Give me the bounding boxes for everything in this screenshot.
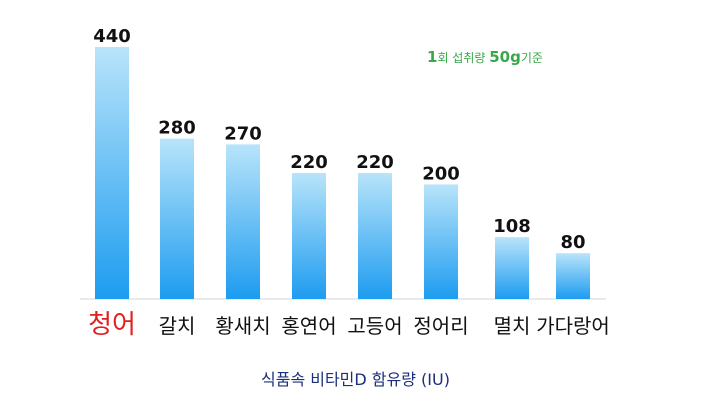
serving-note-amount: 50g	[489, 48, 521, 66]
category-label: 고등어	[347, 314, 402, 338]
bar	[95, 47, 129, 299]
data-label: 270	[224, 123, 262, 144]
data-label: 280	[158, 118, 196, 139]
bar	[424, 184, 458, 299]
data-label: 220	[290, 152, 328, 173]
serving-note-text: 회 섭취량	[437, 51, 490, 65]
bar	[495, 237, 529, 299]
bar	[358, 173, 392, 299]
data-label: 108	[493, 216, 531, 237]
bar	[556, 253, 590, 299]
category-label: 멸치	[494, 314, 531, 338]
category-label: 황새치	[215, 314, 270, 338]
category-label: 가다랑어	[536, 314, 610, 338]
data-label: 220	[356, 152, 394, 173]
data-label: 200	[422, 163, 460, 184]
serving-note-count: 1	[427, 48, 438, 66]
data-label: 80	[560, 232, 585, 253]
x-axis-title: 식품속 비타민D 함유량 (IU)	[261, 370, 450, 389]
serving-note: 1회 섭취량 50g기준	[427, 48, 543, 66]
bar	[226, 144, 260, 299]
bar	[160, 138, 194, 299]
bar	[292, 173, 326, 299]
category-label: 정어리	[413, 314, 468, 338]
category-label: 홍연어	[281, 314, 336, 338]
serving-note-suffix: 기준	[520, 51, 543, 65]
data-label: 440	[93, 26, 131, 47]
category-label: 청어	[88, 310, 136, 340]
category-label: 갈치	[159, 314, 196, 338]
